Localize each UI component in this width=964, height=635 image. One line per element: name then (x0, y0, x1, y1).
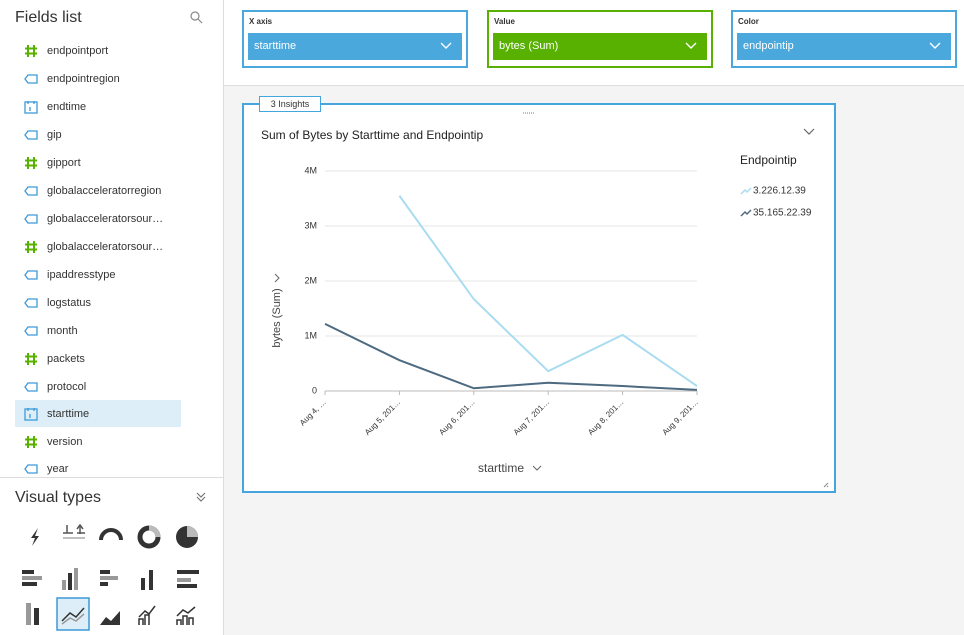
y-axis-label[interactable]: bytes (Sum) (271, 288, 283, 347)
well-label: Color (738, 17, 759, 26)
series-line (324, 323, 698, 391)
field-item[interactable]: year (15, 455, 181, 482)
line-type-selected[interactable] (56, 597, 90, 631)
well-x[interactable]: X axis starttime (242, 10, 468, 68)
field-item[interactable]: gip (15, 121, 181, 148)
field-item[interactable]: logstatus (15, 289, 181, 316)
well-value-text: endpointip (743, 40, 794, 52)
well-label: Value (494, 17, 515, 26)
x-tick-label: Aug 5, 201… (363, 398, 402, 437)
legend-label: 3.226.12.39 (753, 186, 806, 197)
legend-swatch (740, 209, 752, 217)
chart: Sum of Bytes by Starttime and Endpointip… (261, 112, 829, 488)
legend-swatch (740, 187, 752, 195)
x-axis-label[interactable]: starttime (478, 461, 524, 475)
x-tick-label: Aug 4, … (298, 398, 328, 428)
x-tick-label: Aug 7, 201… (512, 398, 551, 437)
area-icon[interactable] (100, 611, 120, 625)
y-tick-label: 3M (304, 220, 317, 230)
field-item[interactable]: starttime (15, 400, 181, 427)
well-value[interactable]: endpointip (737, 33, 951, 60)
field-item[interactable]: protocol (15, 373, 181, 400)
kpi-icon[interactable] (31, 528, 39, 546)
field-name: endtime (47, 100, 87, 113)
field-name: gipport (47, 156, 81, 169)
fields-title: Fields list (15, 9, 82, 26)
y-tick-label: 4M (304, 165, 317, 175)
legend-label: 35.165.22.39 (753, 208, 812, 219)
field-item[interactable]: globalacceleratorsour… (15, 205, 181, 232)
legend-title: Endpointip (740, 153, 797, 167)
combo-icon[interactable] (138, 605, 156, 625)
visual-panel: Sum of Bytes by Starttime and Endpointip… (242, 103, 836, 493)
well-value-box[interactable]: Value bytes (Sum) (487, 10, 713, 68)
visual-types (22, 523, 199, 631)
gauge-icon[interactable] (99, 528, 123, 541)
field-name: packets (47, 352, 85, 365)
field-item[interactable]: globalacceleratorregion (15, 177, 181, 204)
well-value-text: starttime (254, 40, 297, 52)
well-label: X axis (249, 17, 273, 26)
field-item[interactable]: ipaddresstype (15, 261, 181, 288)
field-name: ipaddresstype (47, 268, 116, 281)
field-name: globalacceleratorregion (47, 184, 162, 197)
field-name: version (47, 435, 83, 448)
bar-icons[interactable] (22, 568, 199, 625)
y-axis-chevron[interactable] (274, 273, 280, 283)
field-item[interactable]: packets (15, 345, 181, 372)
x-tick-label: Aug 8, 201… (586, 398, 625, 437)
donut-icon[interactable] (137, 525, 161, 549)
sidebar: Fields list endpointport endpointregion … (0, 0, 224, 635)
collapse-icon[interactable] (195, 491, 207, 503)
field-name: globalacceleratorsour… (47, 240, 164, 253)
y-tick-label: 1M (304, 330, 317, 340)
visual-types-title: Visual types (15, 489, 101, 506)
field-item[interactable]: gipport (15, 149, 181, 176)
separator (0, 477, 223, 478)
menu-chevron[interactable] (803, 128, 815, 135)
insight-icon[interactable] (63, 523, 85, 539)
field-item[interactable]: version (15, 428, 181, 455)
combo-icon-2[interactable] (176, 606, 196, 625)
resize-handle[interactable] (823, 482, 829, 488)
well-color[interactable]: Color endpointip (731, 10, 957, 68)
field-name: year (47, 462, 69, 475)
field-item[interactable]: endtime (15, 93, 181, 120)
field-item[interactable]: endpointregion (15, 65, 181, 92)
field-item[interactable]: endpointport (15, 37, 181, 64)
well-value[interactable]: starttime (248, 33, 462, 60)
field-name: logstatus (47, 296, 92, 309)
field-item[interactable]: month (15, 317, 181, 344)
insights-tab[interactable]: 3 Insights (259, 96, 321, 112)
x-tick-label: Aug 9, 201… (661, 398, 700, 437)
field-item[interactable]: globalacceleratorsour… (15, 233, 181, 260)
y-tick-label: 2M (304, 275, 317, 285)
x-tick-label: Aug 6, 201… (437, 398, 476, 437)
field-name: starttime (47, 407, 90, 420)
well-value[interactable]: bytes (Sum) (493, 33, 707, 60)
field-name: globalacceleratorsour… (47, 212, 164, 225)
series-line (398, 195, 698, 387)
chart-title: Sum of Bytes by Starttime and Endpointip (261, 128, 483, 142)
search-icon[interactable] (190, 11, 203, 24)
pie-icon[interactable] (176, 526, 198, 548)
field-wells: X axis starttime Value bytes (Sum) Color en… (224, 0, 964, 86)
well-value-text: bytes (Sum) (499, 40, 559, 52)
field-name: protocol (47, 380, 87, 393)
field-name: month (47, 324, 78, 337)
y-tick-label: 0 (312, 385, 317, 395)
field-name: endpointport (47, 44, 109, 57)
x-axis-chevron[interactable] (532, 465, 542, 471)
field-name: gip (47, 128, 62, 141)
field-name: endpointregion (47, 72, 120, 85)
